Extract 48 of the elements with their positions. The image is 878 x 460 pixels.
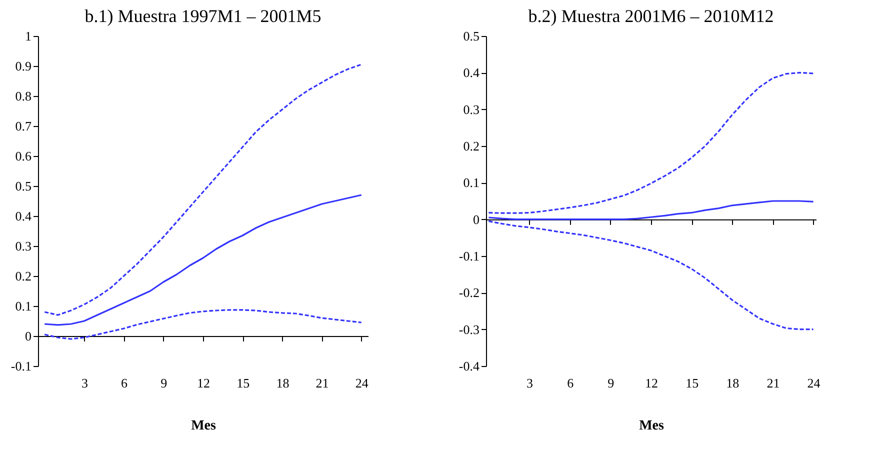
- x-tick-label: 24: [355, 376, 369, 390]
- x-tick-label: 24: [807, 376, 821, 390]
- y-tick-label: 0.6: [15, 148, 32, 164]
- y-tick-label: 0: [25, 328, 32, 344]
- y-tick-label: 0.1: [463, 175, 480, 190]
- x-axis-title: Mes: [639, 418, 664, 434]
- y-tick-label: -0.4: [458, 358, 480, 374]
- x-tick-label: 21: [766, 376, 780, 390]
- x-tick-label: 12: [645, 376, 658, 390]
- y-tick-label: 0.5: [15, 178, 32, 194]
- chart-title: b.1) Muestra 1997M1 – 2001M5: [84, 6, 322, 26]
- line-series: [488, 72, 814, 214]
- line-series: [44, 194, 362, 326]
- line-series: [488, 220, 814, 330]
- y-tick-label: 0.7: [15, 118, 32, 134]
- x-tick-label: 15: [686, 376, 699, 390]
- y-tick-label: 0.3: [15, 238, 32, 254]
- x-axis-title: Mes: [191, 418, 216, 434]
- x-tick-label: 6: [121, 376, 128, 390]
- y-tick-label: -0.1: [10, 358, 32, 374]
- y-tick-label: 0.9: [15, 58, 32, 74]
- y-tick-label: 0.3: [463, 102, 480, 117]
- y-tick-label: 0: [473, 212, 480, 227]
- x-tick-label: 21: [316, 376, 329, 390]
- y-tick-label: -0.2: [458, 285, 480, 300]
- line-series: [44, 309, 362, 340]
- y-tick-label: 0.8: [15, 88, 32, 104]
- y-tick-label: -0.3: [458, 322, 480, 337]
- y-tick-label: 0.1: [15, 298, 32, 314]
- line-series: [44, 64, 362, 316]
- x-tick-label: 15: [236, 376, 250, 390]
- y-tick-label: 0.4: [463, 65, 480, 80]
- y-tick-label: 0.2: [463, 138, 480, 154]
- line-series: [488, 200, 814, 220]
- x-tick-label: 6: [567, 376, 574, 390]
- x-tick-label: 12: [197, 376, 210, 390]
- y-tick-label: 0.5: [463, 28, 480, 44]
- chart-title: b.2) Muestra 2001M6 – 2010M12: [528, 6, 774, 26]
- y-tick-label: -0.1: [458, 248, 480, 264]
- x-tick-label: 3: [81, 376, 88, 390]
- x-tick-label: 18: [726, 376, 740, 390]
- y-tick-label: 0.4: [15, 208, 32, 224]
- y-tick-label: 1: [25, 28, 32, 44]
- x-tick-label: 18: [276, 376, 290, 390]
- x-tick-label: 9: [608, 376, 614, 390]
- x-tick-label: 3: [526, 376, 534, 390]
- x-tick-label: 9: [160, 376, 168, 390]
- y-tick-label: 0.2: [15, 268, 32, 284]
